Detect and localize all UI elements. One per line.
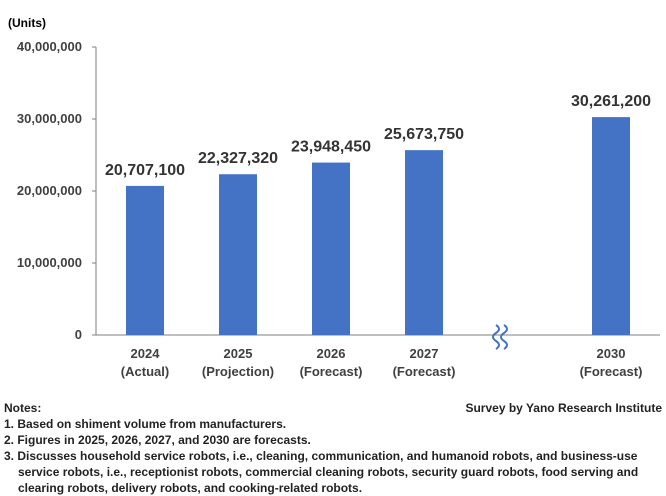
data-label: 25,673,750 bbox=[384, 126, 464, 143]
note-2: 2. Figures in 2025, 2026, 2027, and 2030… bbox=[4, 433, 311, 447]
data-label: 30,261,200 bbox=[571, 93, 651, 110]
data-labels: 20,707,100 22,327,320 23,948,450 25,673,750… bbox=[105, 93, 651, 179]
x-tick-label-note: (Forecast) bbox=[580, 364, 643, 379]
bar bbox=[592, 117, 630, 336]
notes-heading: Notes: bbox=[4, 401, 42, 415]
y-tick-label: 20,000,000 bbox=[17, 183, 82, 198]
notes-section: Notes: Survey by Yano Research Institute… bbox=[4, 400, 662, 496]
x-tick-label-note: (Projection) bbox=[202, 364, 274, 379]
data-label: 23,948,450 bbox=[291, 139, 371, 156]
x-tick-label: 2026 bbox=[317, 346, 346, 361]
y-tick-label: 0 bbox=[75, 327, 82, 342]
category-labels: 2024 (Actual) 2025 (Projection) 2026 (Forecas… bbox=[121, 346, 643, 379]
y-axis-unit-label: (Units) bbox=[8, 16, 46, 30]
bar bbox=[126, 185, 164, 335]
x-tick-label: 2025 bbox=[224, 346, 253, 361]
y-tick-label: 30,000,000 bbox=[17, 111, 82, 126]
break-line bbox=[500, 324, 508, 350]
bars bbox=[126, 117, 630, 336]
x-tick-label: 2027 bbox=[410, 346, 439, 361]
x-tick-label: 2024 bbox=[131, 346, 161, 361]
bar bbox=[405, 150, 443, 335]
x-tick-label-note: (Forecast) bbox=[300, 364, 363, 379]
note-3: 3. Discusses household service robots, i… bbox=[4, 449, 639, 495]
bar bbox=[219, 174, 257, 335]
y-tick-label: 40,000,000 bbox=[17, 39, 82, 54]
break-line bbox=[492, 324, 500, 350]
bar-chart: (Units) 0 10,000,000 20,000,000 30,000,000 4… bbox=[8, 16, 660, 379]
axis-break-icon bbox=[492, 324, 508, 350]
x-tick-label-note: (Actual) bbox=[121, 364, 169, 379]
x-tick-label: 2030 bbox=[597, 346, 626, 361]
x-tick-label-note: (Forecast) bbox=[393, 364, 456, 379]
source-credit: Survey by Yano Research Institute bbox=[465, 401, 662, 415]
y-tick-label: 10,000,000 bbox=[17, 255, 82, 270]
data-label: 20,707,100 bbox=[105, 162, 185, 179]
bar bbox=[312, 162, 350, 335]
data-label: 22,327,320 bbox=[198, 150, 278, 167]
note-1: 1. Based on shiment volume from manufact… bbox=[4, 417, 287, 431]
y-axis: 0 10,000,000 20,000,000 30,000,000 40,000,00… bbox=[17, 39, 660, 342]
